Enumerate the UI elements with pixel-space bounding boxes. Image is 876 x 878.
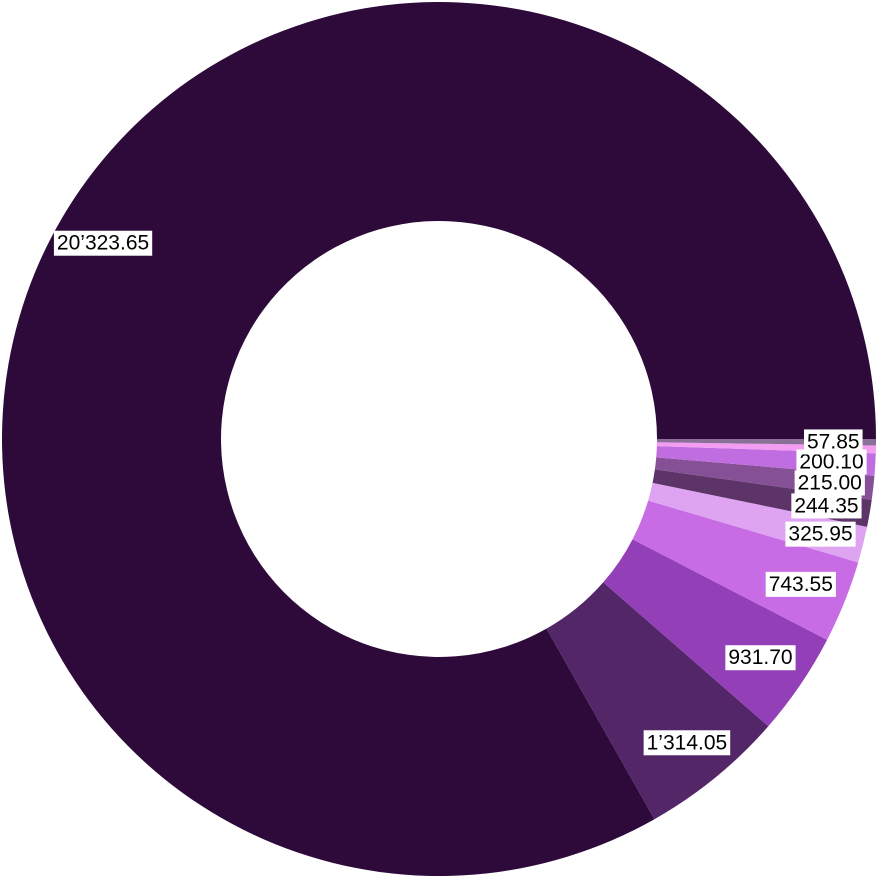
slice-label-text: 20’323.65 <box>57 232 149 255</box>
slice-label-background <box>804 429 863 455</box>
slice-label-background <box>785 521 856 547</box>
slice-label-4: 325.95 <box>785 521 856 547</box>
slice-label-6: 215.00 <box>794 470 865 496</box>
slice-label-text: 1’314.05 <box>647 731 728 754</box>
slice-label-text: 743.55 <box>769 573 833 596</box>
slice-3 <box>632 500 859 640</box>
slice-label-background <box>794 470 865 496</box>
slice-label-9: 57.85 <box>804 429 863 455</box>
slice-label-5: 244.35 <box>791 493 862 519</box>
slice-label-0: 20’323.65 <box>53 230 153 256</box>
slice-label-2: 931.70 <box>725 645 796 671</box>
slice-label-background <box>725 645 796 671</box>
slice-label-text: 325.95 <box>788 523 852 546</box>
slice-1 <box>546 582 769 820</box>
slice-label-text: 215.00 <box>798 471 862 494</box>
slice-2 <box>603 539 828 727</box>
slice-label-background <box>765 571 836 597</box>
label-group: 20’323.65 1’314.05 931.70 743.55 325.95 244.3… <box>53 230 867 756</box>
slice-label-text: 931.70 <box>728 646 792 669</box>
slice-label-3: 743.55 <box>765 571 836 597</box>
slice-label-1: 1’314.05 <box>643 730 731 756</box>
slice-label-text: 244.35 <box>794 494 858 517</box>
slice-label-background <box>53 230 153 256</box>
slice-label-background <box>791 493 862 519</box>
slice-label-background <box>643 730 731 756</box>
slice-label-text: 200.10 <box>799 451 863 474</box>
slice-label-text: 57.85 <box>807 430 860 453</box>
